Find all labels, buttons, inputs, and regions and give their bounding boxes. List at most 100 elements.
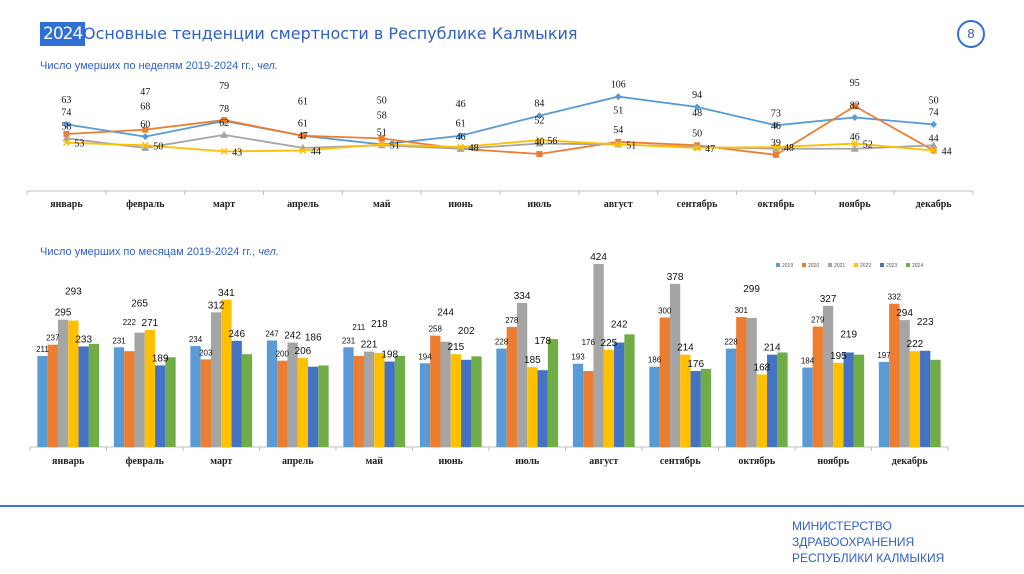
monthly-bar [231, 340, 242, 447]
monthly-data-label: 233 [75, 334, 92, 345]
weekly-data-label: 79 [219, 81, 229, 92]
monthly-bar [777, 352, 788, 447]
monthly-bar [200, 359, 211, 447]
weekly-series-line [66, 139, 934, 153]
monthly-data-label: 203 [199, 348, 213, 357]
monthly-chart-unit: чел. [258, 246, 279, 258]
monthly-bar [210, 312, 222, 447]
monthly-bar [277, 360, 288, 447]
footer-divider [0, 505, 1024, 507]
weekly-data-label: 48 [469, 143, 479, 154]
ministry-name: МИНИСТЕРСТВО ЗДРАВООХРАНЕНИЯ РЕСПУБЛИКИ … [792, 518, 944, 566]
weekly-series-line [66, 133, 934, 150]
weekly-x-tick-label: декабрь [916, 199, 953, 210]
monthly-data-label: 206 [295, 346, 312, 357]
weekly-point-triangle [535, 139, 544, 147]
weekly-data-label: 51 [626, 140, 636, 151]
monthly-data-label: 265 [131, 299, 148, 310]
monthly-bar [878, 361, 890, 447]
weekly-point-x [141, 141, 149, 149]
monthly-data-label: 198 [381, 350, 398, 361]
weekly-point-x [457, 143, 465, 151]
monthly-data-label: 242 [284, 331, 301, 342]
monthly-data-label: 225 [601, 338, 618, 349]
weekly-point-diamond [930, 120, 938, 128]
monthly-data-label: 200 [276, 350, 290, 359]
monthly-bar [843, 352, 854, 447]
weekly-point-diamond [457, 132, 465, 140]
monthly-bar [374, 352, 385, 447]
monthly-bar [690, 371, 701, 447]
monthly-bar [287, 342, 298, 447]
monthly-data-label: 271 [142, 318, 159, 329]
weekly-data-label: 73 [771, 108, 781, 119]
ministry-line-3: РЕСПУБЛИКИ КАЛМЫКИЯ [792, 551, 945, 565]
monthly-bar [47, 344, 58, 447]
monthly-data-label: 327 [820, 294, 837, 305]
ministry-line-2: ЗДРАВООХРАНЕНИЯ [792, 535, 915, 549]
monthly-x-tick-label: ноябрь [817, 456, 850, 467]
monthly-data-label: 211 [352, 323, 365, 332]
monthly-x-tick-label: март [210, 456, 232, 467]
weekly-chart-title: Число умерших по неделям 2019-2024 гг., … [40, 60, 278, 72]
monthly-bar [920, 350, 931, 447]
monthly-data-label: 222 [907, 339, 924, 350]
monthly-data-label: 246 [228, 329, 245, 340]
monthly-bar [343, 347, 354, 447]
monthly-bar [736, 317, 747, 447]
weekly-data-label: 46 [456, 132, 466, 143]
weekly-point-triangle [850, 144, 859, 152]
weekly-data-label: 78 [219, 104, 229, 115]
monthly-data-label: 237 [46, 334, 60, 343]
monthly-bar [572, 363, 584, 447]
monthly-x-tick-label: февраль [126, 456, 165, 467]
monthly-bar [649, 366, 660, 447]
weekly-data-label: 44 [942, 147, 952, 158]
weekly-data-label: 84 [534, 99, 544, 110]
weekly-x-tick-label: ноябрь [839, 199, 872, 210]
monthly-bar [363, 351, 375, 447]
monthly-bar [506, 327, 517, 447]
monthly-bar [68, 320, 79, 447]
monthly-data-label: 228 [724, 338, 738, 347]
weekly-data-label: 44 [311, 147, 321, 158]
monthly-bar [853, 354, 865, 447]
monthly-x-tick-label: сентябрь [660, 456, 702, 467]
monthly-data-label: 194 [418, 352, 432, 361]
weekly-point-square [63, 130, 70, 137]
monthly-bar [725, 348, 737, 447]
monthly-bar [144, 330, 156, 447]
monthly-bar [756, 374, 768, 447]
weekly-point-triangle [141, 143, 150, 151]
weekly-data-label: 40 [534, 137, 544, 148]
monthly-x-tick-label: апрель [282, 456, 314, 467]
weekly-x-tick-label: февраль [126, 199, 165, 210]
weekly-point-triangle [62, 134, 71, 142]
legend-label: 2024 [912, 263, 923, 269]
page-number: 8 [957, 20, 985, 48]
monthly-bar [297, 358, 309, 447]
weekly-point-x [693, 144, 701, 152]
monthly-bar [37, 355, 48, 447]
weekly-data-label: 44 [929, 134, 939, 145]
monthly-chart-title-text: Число умерших по месяцам 2019-2024 гг., [40, 246, 256, 258]
weekly-data-label: 68 [140, 102, 150, 113]
weekly-chart-title-text: Число умерших по неделям 2019-2024 гг., [40, 60, 255, 72]
monthly-data-label: 197 [877, 351, 891, 360]
weekly-x-tick-label: июнь [448, 199, 473, 210]
weekly-point-diamond [62, 120, 70, 128]
weekly-series-line [66, 95, 934, 146]
monthly-data-label: 242 [611, 320, 628, 331]
monthly-data-label: 222 [123, 318, 137, 327]
monthly-data-label: 231 [342, 336, 356, 345]
legend-label: 2023 [886, 263, 897, 269]
monthly-data-label: 294 [896, 308, 913, 319]
monthly-bar [78, 346, 89, 447]
monthly-bar [889, 303, 900, 447]
weekly-data-label: 63 [61, 95, 71, 106]
legend-swatch [906, 263, 910, 267]
weekly-x-tick-label: апрель [287, 199, 319, 210]
monthly-bar [527, 367, 538, 447]
weekly-data-label: 47 [298, 131, 308, 142]
